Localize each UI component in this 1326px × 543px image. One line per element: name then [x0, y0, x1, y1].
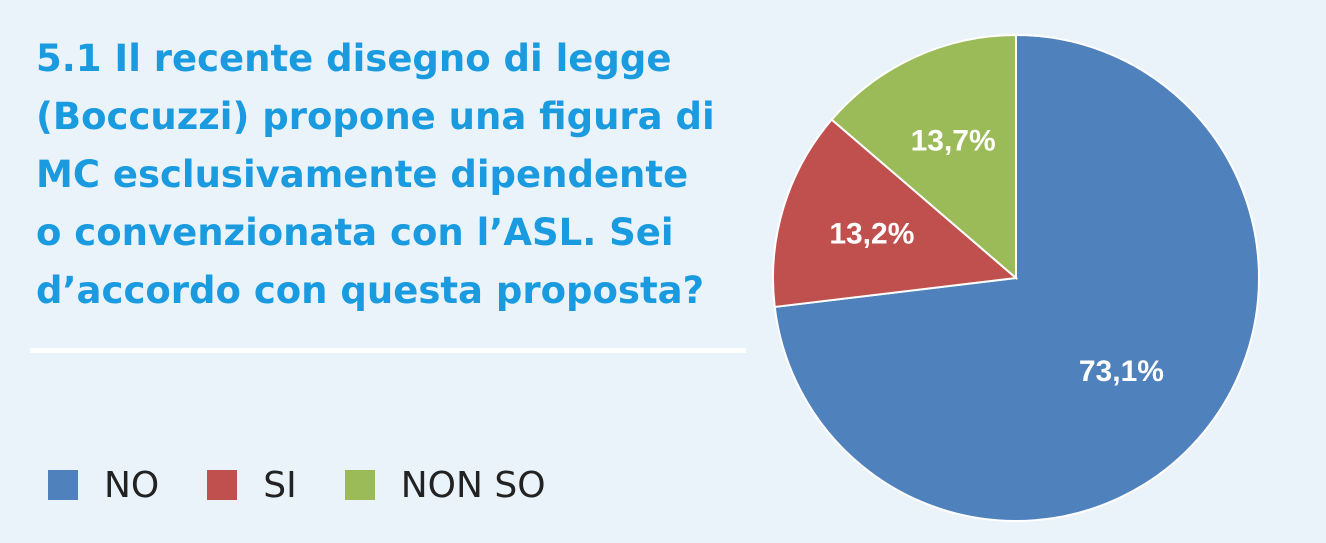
slice-label-non-so: 13,7% — [911, 125, 996, 158]
pie-slice-non-so — [830, 33, 1017, 281]
legend-item-no: NO — [48, 465, 159, 506]
pie-slice-si — [772, 118, 1019, 309]
legend-label-non-so: NON SO — [400, 464, 546, 506]
title-line: MC esclusivamente dipendente — [36, 153, 689, 196]
chart-title: 5.1 Il recente disegno di legge (Boccuzz… — [36, 30, 756, 320]
title-line: d’accordo con questa proposta? — [36, 269, 705, 312]
legend-swatch-non-so — [344, 470, 375, 500]
legend-swatch-no — [48, 470, 78, 500]
title-line: o convenzionata con l’ASL. Sei — [36, 211, 674, 254]
legend-swatch-si — [207, 470, 238, 500]
slice-label-si: 13,2% — [829, 218, 914, 251]
legend-label-si: SI — [263, 464, 297, 506]
legend-item-si: SI — [207, 464, 297, 506]
title-divider — [30, 348, 746, 353]
title-line: (Boccuzzi) propone una figura di — [36, 95, 715, 138]
legend-label-no: NO — [104, 464, 160, 506]
title-line: 5.1 Il recente disegno di legge — [36, 37, 672, 80]
legend-item-non-so: NON SO — [344, 464, 546, 506]
slice-label-no: 73,1% — [1079, 355, 1164, 388]
chart-legend: NO SI NON SO — [48, 462, 594, 508]
